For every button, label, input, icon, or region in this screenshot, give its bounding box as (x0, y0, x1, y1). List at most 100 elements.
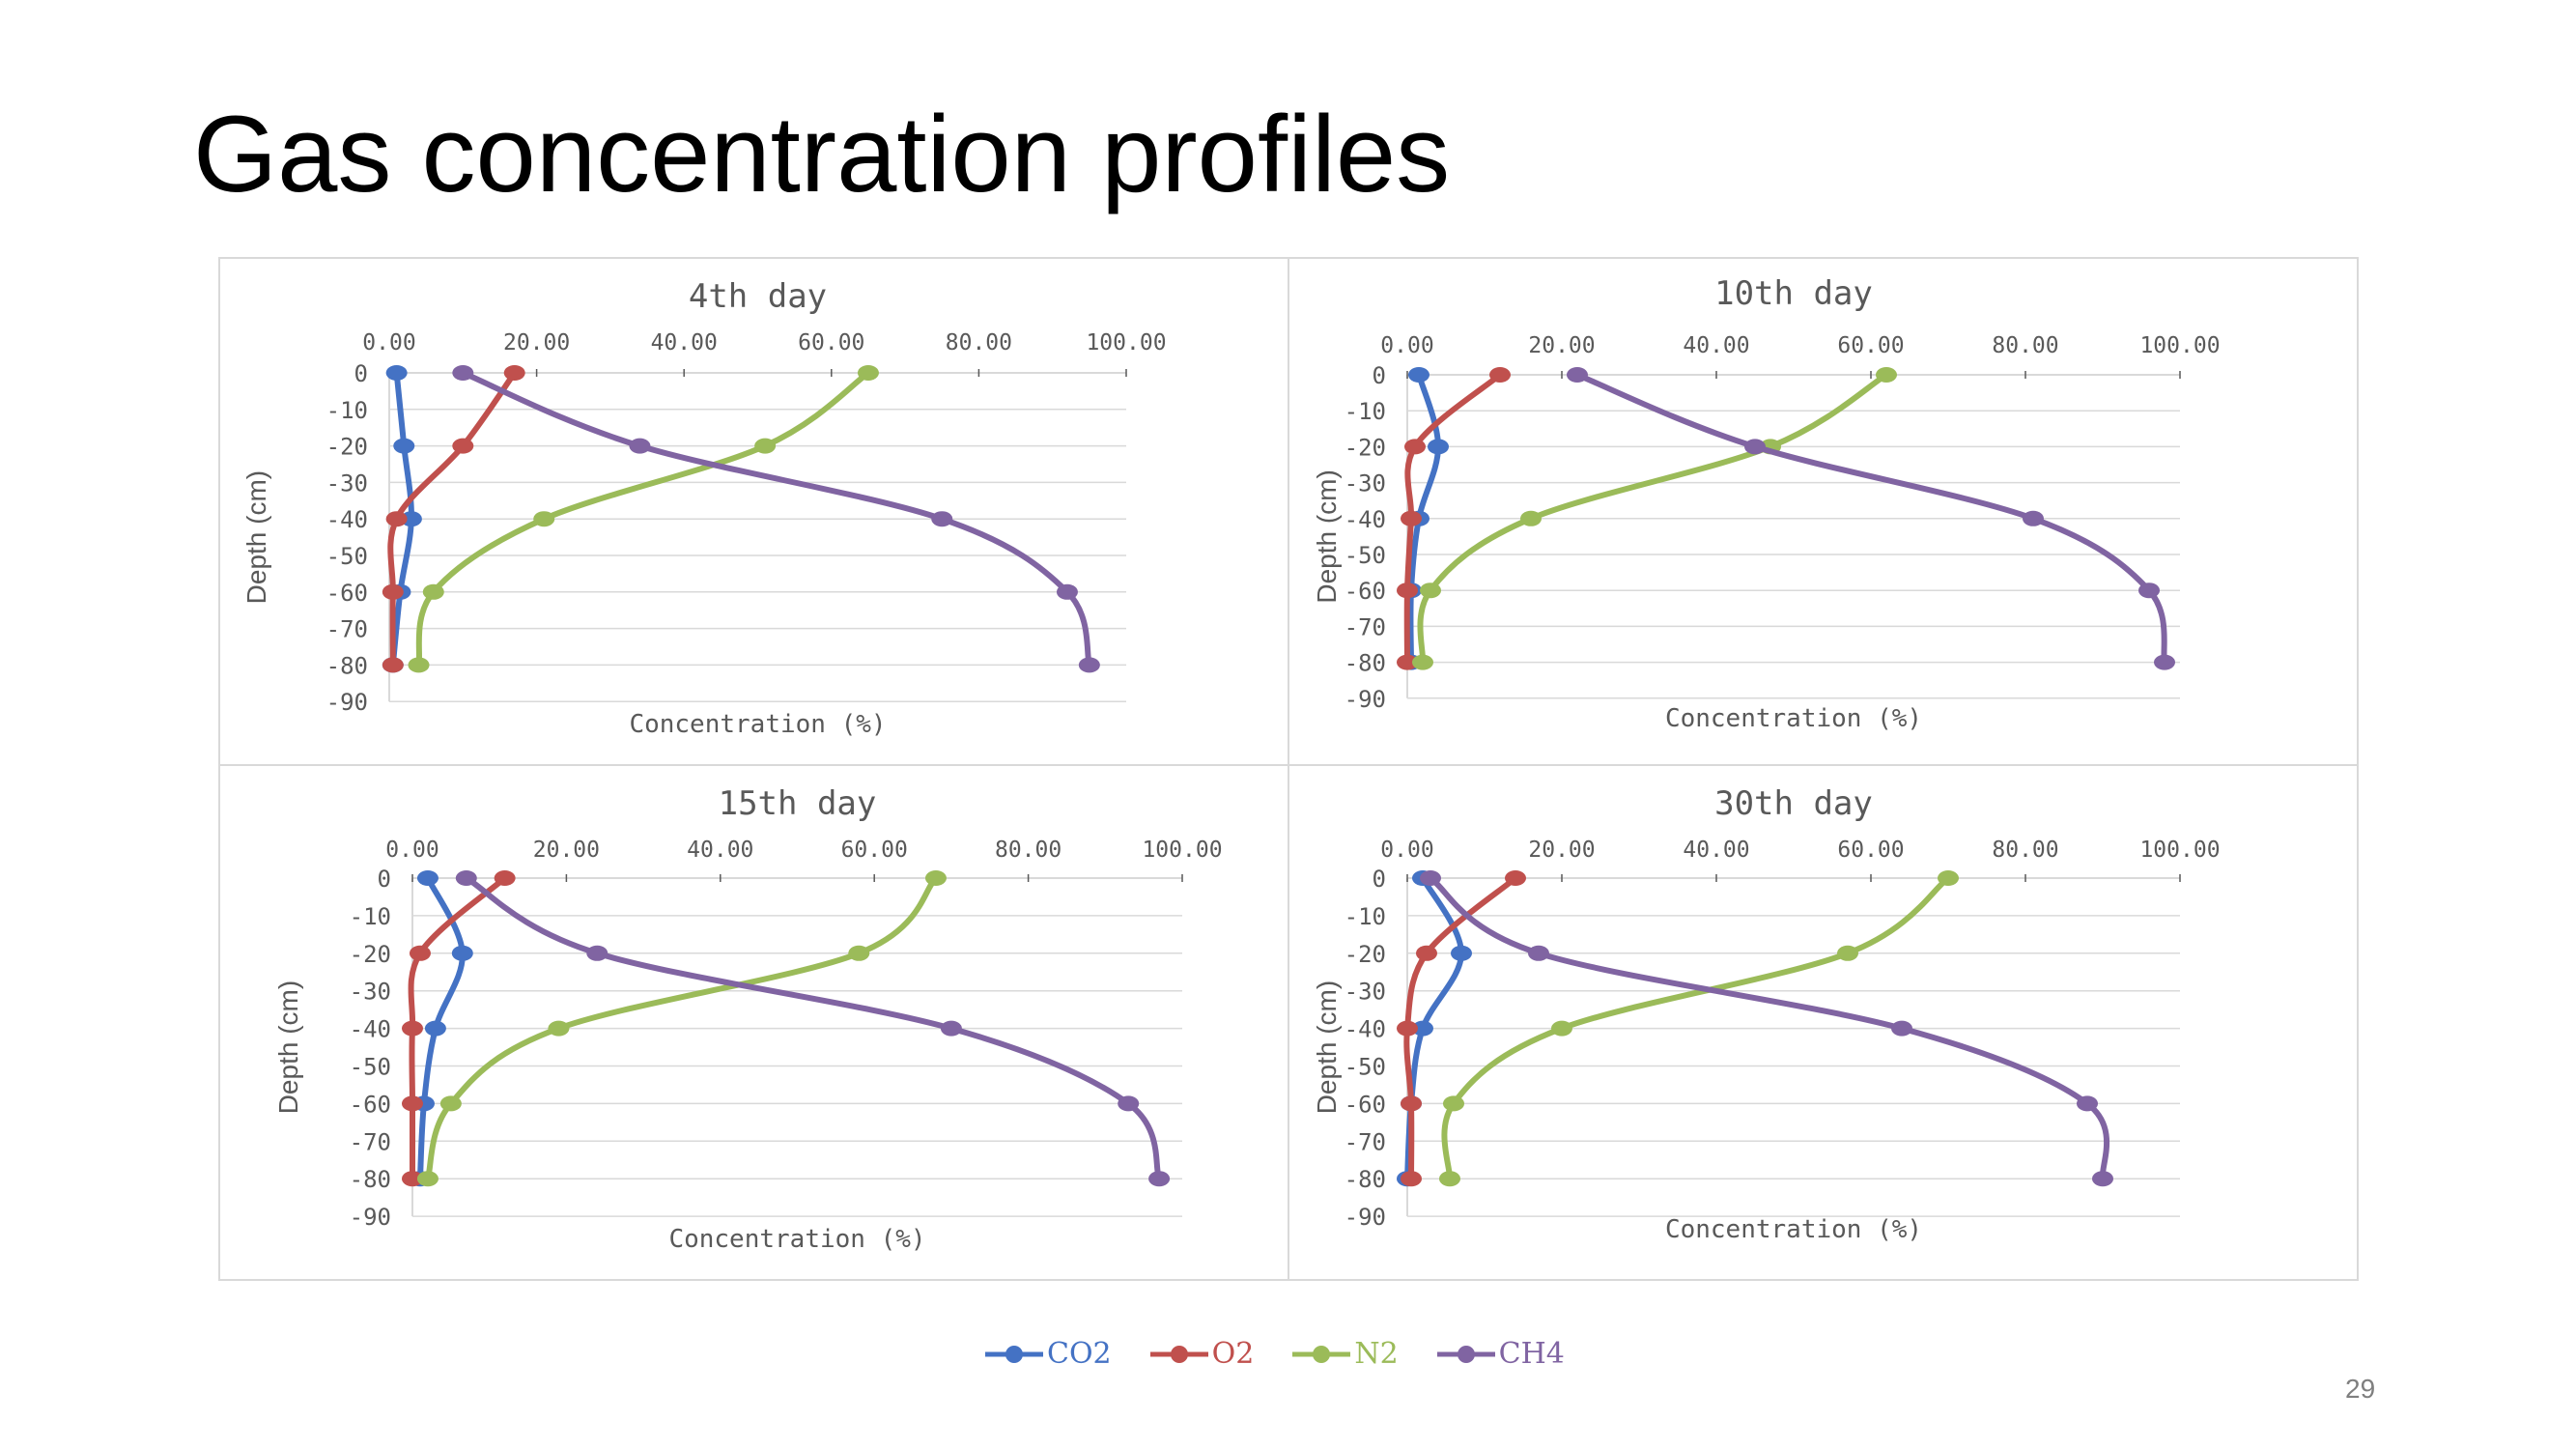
y-tick-label: -40 (350, 1016, 391, 1043)
data-point-n2-0 (1876, 367, 1897, 383)
y-tick-label: -60 (326, 580, 368, 607)
legend-label-n2: N2 (1354, 1337, 1399, 1371)
data-point-n2-1 (754, 438, 777, 454)
data-point-ch4-1 (586, 945, 609, 961)
y-tick-label: -80 (1345, 650, 1386, 677)
data-point-co2-1 (1428, 439, 1449, 455)
slide-title: Gas concentration profiles (193, 94, 1451, 214)
y-tick-label: 0 (1373, 362, 1386, 389)
data-point-o2-2 (402, 1020, 423, 1037)
data-point-o2-3 (382, 583, 404, 600)
y-axis-label: Depth (cm) (1312, 469, 1342, 603)
data-point-n2-4 (1412, 654, 1433, 670)
data-point-co2-0 (385, 365, 408, 381)
charts-grid: 4th day 0 -10 -20 -30 -40 -50 -60 -70 -80 -90 0.00 2… (220, 259, 2357, 1279)
y-tick-label: -60 (1345, 1091, 1386, 1118)
x-tick-label: 0.00 (385, 838, 439, 863)
data-point-n2-4 (1439, 1171, 1460, 1187)
data-point-ch4-3 (2077, 1095, 2098, 1112)
data-point-o2-4 (1397, 654, 1418, 670)
data-point-o2-3 (1397, 582, 1418, 599)
x-tick-label: 40.00 (1683, 838, 1749, 863)
data-point-n2-3 (1443, 1095, 1464, 1112)
y-tick-label: -30 (1345, 470, 1386, 497)
chart-frame: 4th day 0 -10 -20 -30 -40 -50 -60 -70 -80 -90 0.00 2… (218, 257, 2359, 1281)
data-point-ch4-4 (1078, 657, 1100, 673)
x-axis-label: Concentration (%) (1665, 1215, 1922, 1244)
x-tick-label: 20.00 (503, 330, 570, 355)
y-tick-label: -50 (350, 1054, 391, 1081)
data-point-ch4-3 (2138, 582, 2160, 599)
data-point-ch4-0 (1567, 367, 1588, 383)
data-point-co2-0 (416, 870, 439, 886)
chart-title: 4th day (689, 277, 827, 316)
data-point-n2-1 (1837, 945, 1858, 961)
x-tick-label: 20.00 (1528, 333, 1595, 358)
y-axis-label: Depth (cm) (1312, 980, 1342, 1114)
legend-item-co2: CO2 (985, 1340, 1112, 1369)
data-point-co2-1 (1451, 945, 1472, 961)
y-tick-label: -10 (350, 903, 391, 930)
data-point-n2-1 (848, 945, 870, 961)
data-point-n2-3 (439, 1095, 462, 1112)
data-point-o2-3 (402, 1095, 423, 1112)
y-tick-label: -70 (1345, 1128, 1386, 1155)
y-tick-label: -20 (326, 434, 368, 461)
data-point-n2-4 (408, 657, 430, 673)
data-point-o2-2 (1397, 1020, 1418, 1037)
data-point-ch4-1 (1744, 439, 1766, 455)
chart-title: 30th day (1714, 784, 1873, 823)
x-tick-label: 80.00 (1992, 838, 2058, 863)
y-tick-label: -20 (1345, 434, 1386, 461)
y-tick-label: -70 (1345, 613, 1386, 640)
y-tick-label: -50 (1345, 1054, 1386, 1081)
data-point-ch4-2 (2023, 510, 2044, 526)
legend-label-co2: CO2 (1047, 1337, 1112, 1371)
legend-co2-marker-icon (985, 1346, 1043, 1363)
x-tick-label: 100.00 (1086, 330, 1166, 355)
chart-panel-2: 10th day 0 -10 -20 -30 -40 -50 -60 -70 -80 -90 0.00… (1312, 274, 2221, 733)
x-tick-label: 40.00 (1683, 333, 1749, 358)
x-tick-label: 80.00 (995, 838, 1062, 863)
chart-legend: CO2 O2 N2 CH4 (985, 1331, 1565, 1378)
x-axis-label: Concentration (%) (668, 1225, 925, 1254)
series-line-n2 (425, 875, 939, 1180)
data-point-n2-0 (1938, 870, 1959, 886)
data-point-ch4-4 (1148, 1171, 1171, 1187)
chart-panel-4: 30th day 0 -10 -20 -30 -40 -50 -60 -70 -80 -90 0.00… (1312, 784, 2221, 1244)
data-point-n2-3 (422, 583, 444, 600)
x-tick-label: 20.00 (533, 838, 600, 863)
x-tick-label: 60.00 (798, 330, 864, 355)
chart-panel-1: 4th day 0 -10 -20 -30 -40 -50 -60 -70 -80 -90 0.00 2… (241, 277, 1167, 739)
x-tick-label: 40.00 (651, 330, 718, 355)
y-tick-label: -60 (1345, 578, 1386, 605)
page-number: 29 (2345, 1374, 2376, 1404)
x-tick-label: 80.00 (946, 330, 1012, 355)
data-point-n2-0 (857, 365, 879, 381)
y-tick-label: 0 (354, 360, 368, 387)
x-tick-label: 100.00 (2139, 333, 2220, 358)
data-point-co2-1 (393, 438, 415, 454)
x-axis-label: Concentration (%) (1665, 704, 1922, 733)
x-tick-label: 40.00 (687, 838, 753, 863)
data-point-co2-1 (451, 945, 473, 961)
y-axis-label: Depth (cm) (273, 980, 303, 1114)
x-axis-label: Concentration (%) (629, 710, 886, 739)
data-point-co2-2 (424, 1020, 446, 1037)
data-point-o2-0 (1489, 367, 1511, 383)
data-point-ch4-2 (1891, 1020, 1912, 1037)
y-tick-label: -70 (350, 1128, 391, 1155)
chart-title: 10th day (1714, 274, 1873, 313)
data-point-ch4-3 (1056, 583, 1078, 600)
y-tick-label: -60 (350, 1091, 391, 1118)
legend-item-o2: O2 (1149, 1340, 1254, 1369)
data-point-co2-2 (400, 511, 422, 527)
series-line-n2 (1417, 372, 1888, 663)
data-point-n2-2 (1520, 510, 1542, 526)
data-point-o2-4 (1401, 1171, 1422, 1187)
x-tick-label: 80.00 (1992, 333, 2058, 358)
x-tick-label: 0.00 (1380, 838, 1433, 863)
legend-label-ch4: CH4 (1498, 1337, 1565, 1371)
data-point-o2-3 (1401, 1095, 1422, 1112)
data-point-ch4-1 (1528, 945, 1549, 961)
